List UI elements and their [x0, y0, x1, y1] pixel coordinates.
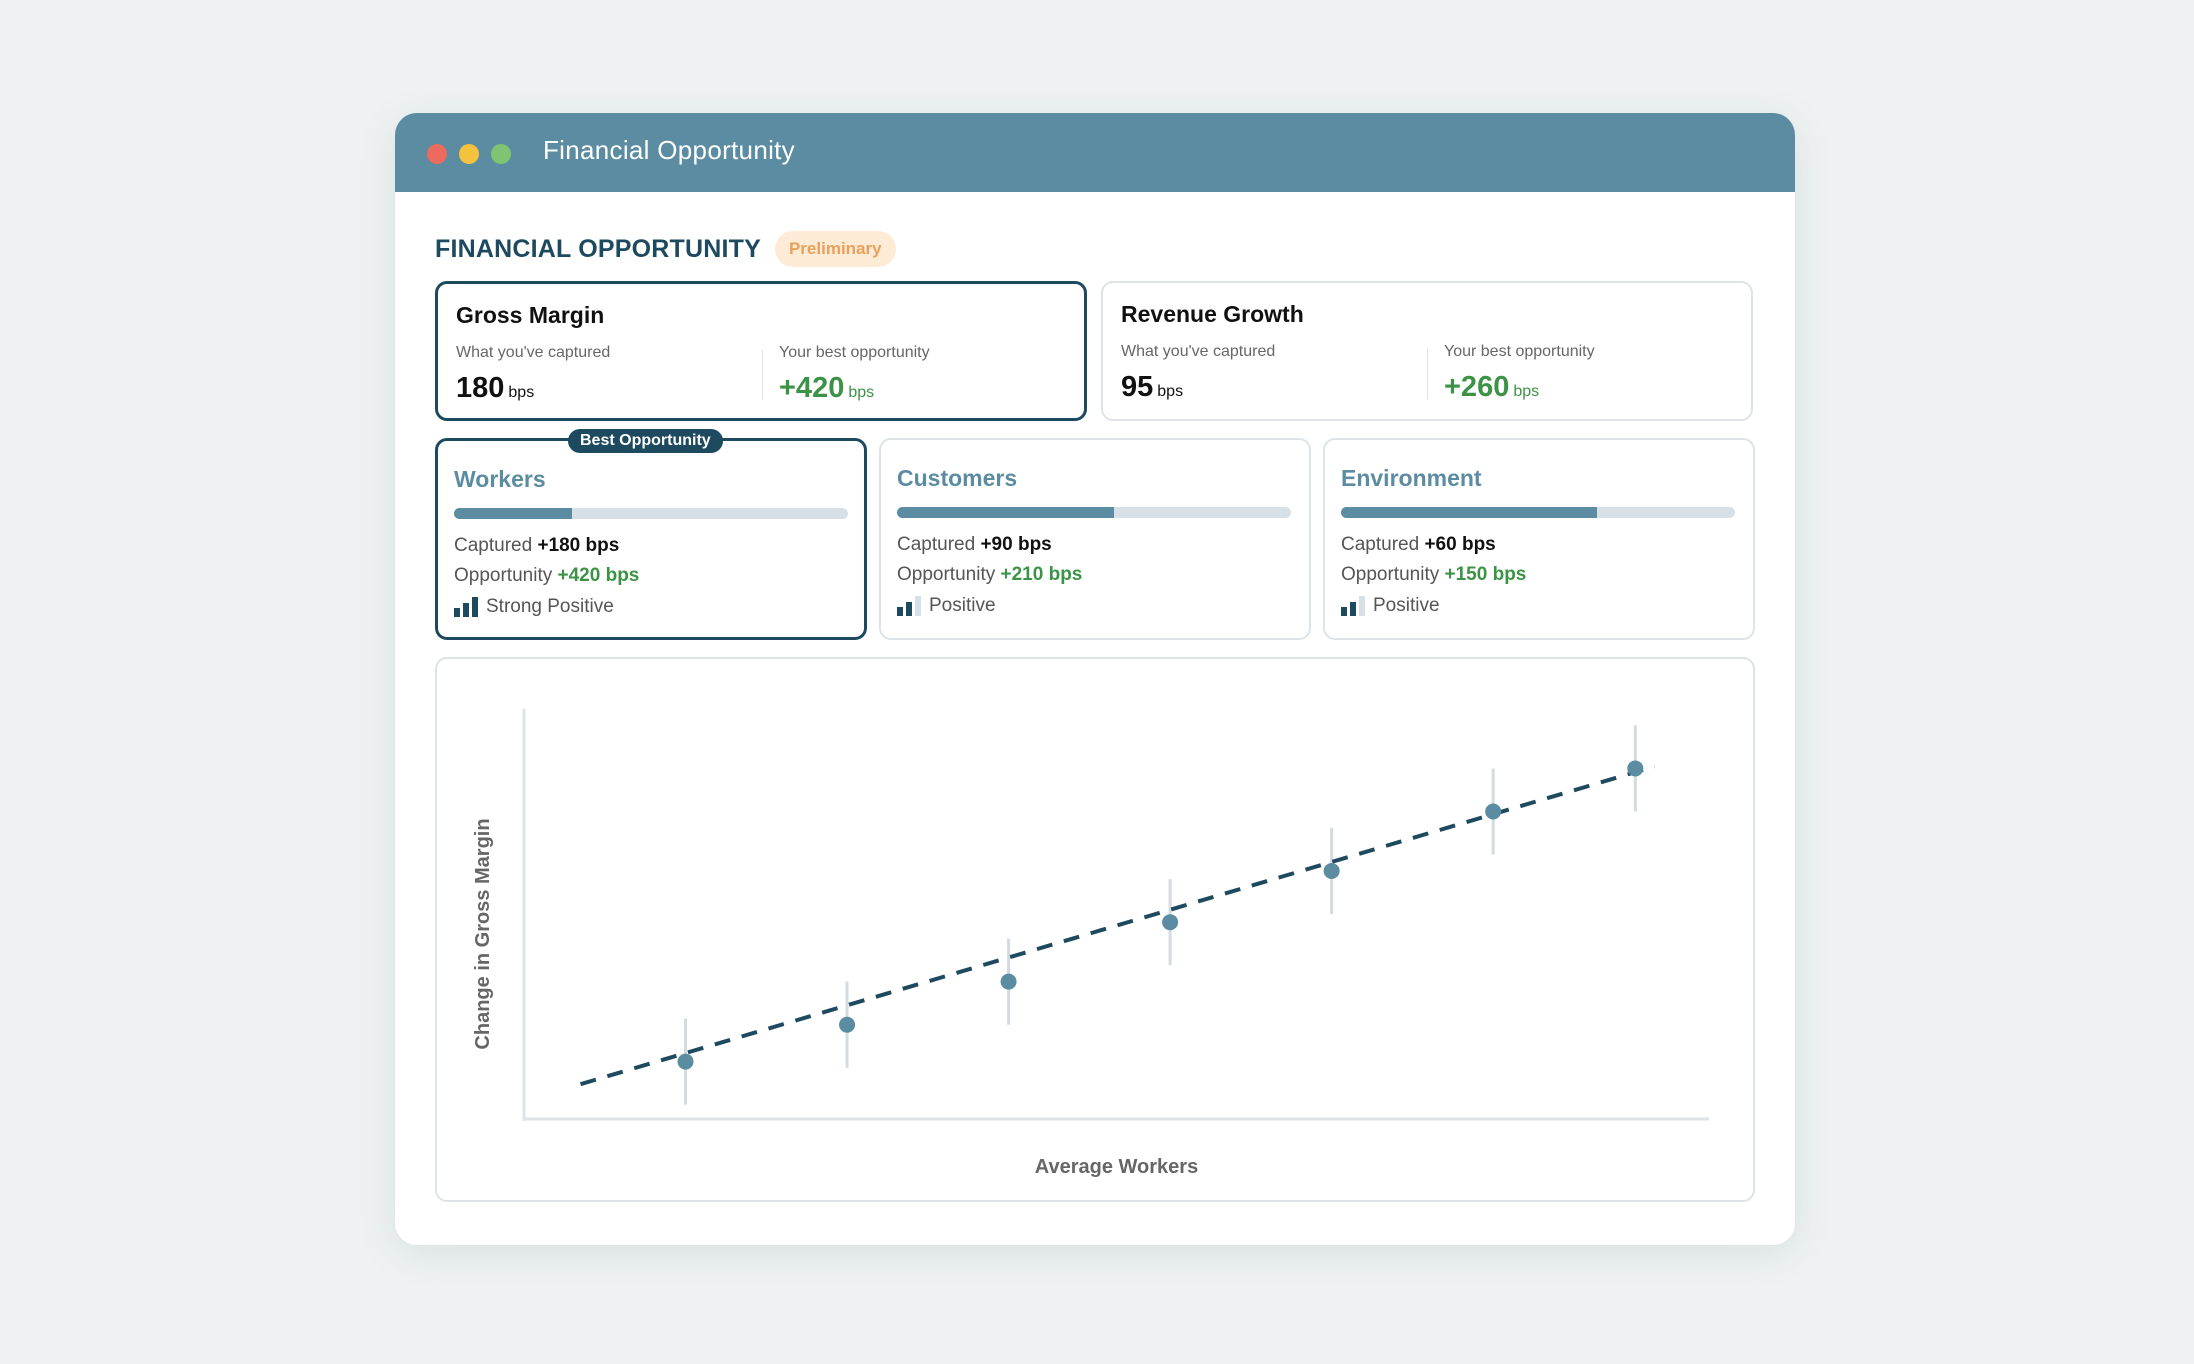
data-point — [1485, 803, 1502, 820]
kpi-captured-value: 180 — [456, 372, 505, 404]
driver-opportunity: Opportunity +420 bps — [454, 565, 639, 587]
app-window: Financial Opportunity FINANCIAL OPPORTUN… — [395, 113, 1795, 1245]
driver-progress-bar — [897, 507, 1291, 518]
preliminary-badge: Preliminary — [774, 231, 896, 267]
driver-title: Environment — [1341, 465, 1482, 491]
driver-captured-label: Captured — [897, 534, 976, 555]
minimize-window-button[interactable] — [459, 144, 479, 164]
kpi-opportunity-value: +260 — [1444, 371, 1510, 403]
kpi-captured: What you've captured 95 bps — [1121, 343, 1275, 404]
window-title: Financial Opportunity — [543, 135, 795, 165]
chart-card: Average Workers Change in Gross Margin — [435, 657, 1755, 1202]
kpi-captured-label: What you've captured — [1121, 343, 1276, 360]
kpi-opportunity-unit: bps — [848, 384, 875, 401]
kpi-opportunity: Your best opportunity +420 bps — [779, 344, 930, 405]
driver-opportunity: Opportunity +210 bps — [897, 564, 1082, 586]
data-point — [839, 1016, 856, 1033]
signal-bars-icon — [1341, 596, 1365, 616]
data-point — [1323, 862, 1340, 879]
kpi-opportunity-value-row: +420 bps — [779, 372, 930, 405]
driver-captured: Captured +90 bps — [897, 534, 1052, 556]
driver-captured-label: Captured — [454, 535, 533, 556]
y-axis-label: Change in Gross Margin — [472, 818, 494, 1049]
driver-strength: Positive — [897, 595, 996, 617]
kpi-captured: What you've captured 180 bps — [456, 344, 610, 405]
driver-progress-bar — [454, 508, 848, 519]
signal-bars-icon — [454, 597, 478, 617]
driver-strength-label: Positive — [1373, 595, 1440, 616]
section-header: FINANCIAL OPPORTUNITY Preliminary — [435, 229, 896, 269]
driver-opportunity: Opportunity +150 bps — [1341, 564, 1526, 586]
driver-strength-label: Positive — [929, 595, 996, 616]
driver-captured-value: +180 bps — [537, 535, 620, 556]
driver-progress-fill — [897, 507, 1114, 518]
driver-captured: Captured +60 bps — [1341, 534, 1496, 556]
driver-card-workers[interactable]: Best Opportunity Workers Captured +180 b… — [435, 429, 867, 640]
scatter-chart: Average Workers Change in Gross Margin — [472, 709, 1709, 1178]
driver-strength: Strong Positive — [454, 596, 614, 618]
kpi-opportunity-unit: bps — [1513, 383, 1540, 400]
driver-opportunity-value: +150 bps — [1444, 564, 1527, 585]
driver-strength-label: Strong Positive — [486, 596, 614, 617]
driver-captured-label: Captured — [1341, 534, 1420, 555]
kpi-card-revenue-growth[interactable]: Revenue Growth What you've captured 95 bp… — [1101, 281, 1753, 421]
driver-opportunity-value: +210 bps — [1000, 564, 1083, 585]
section-title: FINANCIAL OPPORTUNITY — [435, 234, 761, 263]
data-point — [1000, 973, 1017, 990]
kpi-opportunity-label: Your best opportunity — [779, 344, 930, 361]
close-window-button[interactable] — [427, 144, 447, 164]
best-opportunity-badge: Best Opportunity — [568, 429, 723, 453]
data-point — [1162, 914, 1179, 931]
driver-progress-fill — [454, 508, 573, 519]
data-point — [1627, 760, 1644, 777]
trend-line — [579, 764, 1656, 1087]
driver-opportunity-value: +420 bps — [557, 565, 640, 586]
title-bar: Financial Opportunity — [395, 113, 1795, 192]
kpi-opportunity: Your best opportunity +260 bps — [1444, 343, 1595, 404]
kpi-captured-label: What you've captured — [456, 344, 611, 361]
driver-title: Workers — [454, 466, 546, 492]
driver-card-customers[interactable]: Customers Captured +90 bps Opportunity +… — [879, 438, 1311, 640]
kpi-captured-value-row: 95 bps — [1121, 371, 1275, 404]
kpi-opportunity-label: Your best opportunity — [1444, 343, 1595, 360]
kpi-opportunity-value-row: +260 bps — [1444, 371, 1595, 404]
kpi-captured-value: 95 — [1121, 371, 1154, 403]
kpi-card-gross-margin[interactable]: Gross Margin What you've captured 180 bps… — [435, 281, 1087, 421]
driver-captured: Captured +180 bps — [454, 535, 619, 557]
kpi-captured-unit: bps — [508, 384, 535, 401]
kpi-divider — [762, 350, 763, 400]
signal-bars-icon — [897, 596, 921, 616]
driver-opportunity-label: Opportunity — [897, 564, 996, 585]
kpi-title: Gross Margin — [456, 302, 605, 328]
maximize-window-button[interactable] — [491, 144, 511, 164]
driver-opportunity-label: Opportunity — [454, 565, 553, 586]
driver-progress-bar — [1341, 507, 1735, 518]
kpi-captured-value-row: 180 bps — [456, 372, 610, 405]
kpi-title: Revenue Growth — [1121, 301, 1304, 327]
x-axis-label: Average Workers — [1035, 1156, 1198, 1178]
driver-opportunity-label: Opportunity — [1341, 564, 1440, 585]
driver-title: Customers — [897, 465, 1018, 491]
kpi-captured-unit: bps — [1157, 383, 1184, 400]
driver-strength: Positive — [1341, 595, 1440, 617]
driver-progress-fill — [1341, 507, 1598, 518]
driver-card-environment[interactable]: Environment Captured +60 bps Opportunity… — [1323, 438, 1755, 640]
kpi-divider — [1427, 349, 1428, 399]
driver-captured-value: +90 bps — [980, 534, 1052, 555]
driver-captured-value: +60 bps — [1424, 534, 1496, 555]
kpi-opportunity-value: +420 — [779, 372, 845, 404]
data-point — [677, 1053, 694, 1070]
